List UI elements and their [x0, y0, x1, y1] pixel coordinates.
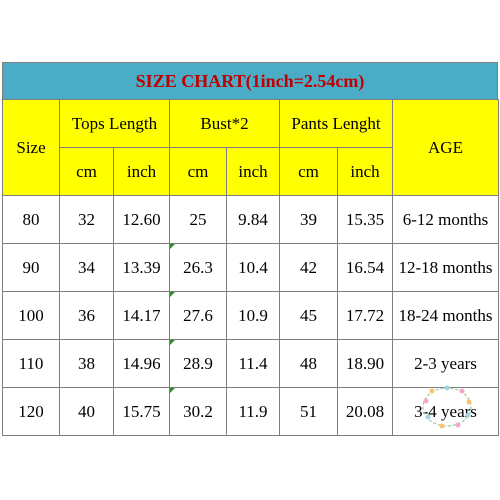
bust-header: Bust*2: [169, 99, 280, 148]
pants-inch-header: inch: [337, 147, 393, 196]
age-cell: 12-18 months: [392, 243, 499, 292]
bust-cm-cell: 30.2: [169, 387, 227, 436]
age-cell: 3-4 years: [392, 387, 499, 436]
table-row: 80 32 12.60 25 9.84 39 15.35 6-12 months: [2, 195, 499, 244]
bust-inch-cell: 11.9: [226, 387, 280, 436]
size-cell: 100: [2, 291, 60, 340]
pants-inch-cell: 15.35: [337, 195, 393, 244]
pants-cm-cell: 51: [279, 387, 338, 436]
pants-inch-cell: 20.08: [337, 387, 393, 436]
pants-inch-cell: 16.54: [337, 243, 393, 292]
tops-inch-header: inch: [113, 147, 170, 196]
bust-cm-cell: 25: [169, 195, 227, 244]
tops-inch-cell: 14.17: [113, 291, 170, 340]
pants-cm-header: cm: [279, 147, 338, 196]
bust-inch-cell: 11.4: [226, 339, 280, 388]
size-cell: 80: [2, 195, 60, 244]
age-header: AGE: [392, 99, 499, 196]
age-cell: 18-24 months: [392, 291, 499, 340]
size-table: Size Tops Length Bust*2 Pants Lenght AGE…: [2, 99, 499, 436]
tops-cm-cell: 32: [59, 195, 114, 244]
header-row-1: Size Tops Length Bust*2 Pants Lenght AGE: [2, 99, 499, 196]
pants-inch-cell: 18.90: [337, 339, 393, 388]
bust-inch-header: inch: [226, 147, 280, 196]
age-cell: 6-12 months: [392, 195, 499, 244]
pants-cm-cell: 48: [279, 339, 338, 388]
table-row: 100 36 14.17 27.6 10.9 45 17.72 18-24 mo…: [2, 291, 499, 340]
bust-cm-header: cm: [169, 147, 227, 196]
tops-cm-cell: 38: [59, 339, 114, 388]
table-row: 110 38 14.96 28.9 11.4 48 18.90 2-3 year…: [2, 339, 499, 388]
tops-length-header: Tops Length: [59, 99, 170, 148]
tops-inch-cell: 14.96: [113, 339, 170, 388]
size-chart: SIZE CHART(1inch=2.54cm) Size Tops Lengt…: [2, 62, 499, 436]
size-cell: 90: [2, 243, 60, 292]
tops-cm-cell: 36: [59, 291, 114, 340]
age-cell: 2-3 years: [392, 339, 499, 388]
size-cell: 110: [2, 339, 60, 388]
floral-wreath-watermark-icon: [422, 385, 472, 429]
table-row: 90 34 13.39 26.3 10.4 42 16.54 12-18 mon…: [2, 243, 499, 292]
tops-inch-cell: 12.60: [113, 195, 170, 244]
tops-cm-header: cm: [59, 147, 114, 196]
bust-inch-cell: 10.9: [226, 291, 280, 340]
pants-length-header: Pants Lenght: [279, 99, 393, 148]
tops-cm-cell: 40: [59, 387, 114, 436]
size-header: Size: [2, 99, 60, 196]
pants-cm-cell: 45: [279, 291, 338, 340]
size-cell: 120: [2, 387, 60, 436]
tops-inch-cell: 13.39: [113, 243, 170, 292]
tops-inch-cell: 15.75: [113, 387, 170, 436]
pants-inch-cell: 17.72: [337, 291, 393, 340]
chart-title-bar: SIZE CHART(1inch=2.54cm): [2, 62, 498, 99]
tops-cm-cell: 34: [59, 243, 114, 292]
pants-cm-cell: 42: [279, 243, 338, 292]
table-row: 120 40 15.75 30.2 11.9 51 20.08 3-4 year…: [2, 387, 499, 436]
pants-cm-cell: 39: [279, 195, 338, 244]
header-row-2: cm inch cm inch cm inch: [3, 147, 499, 196]
chart-title: SIZE CHART(1inch=2.54cm): [135, 70, 365, 91]
bust-inch-cell: 9.84: [226, 195, 280, 244]
bust-cm-cell: 27.6: [169, 291, 227, 340]
bust-cm-cell: 26.3: [169, 243, 227, 292]
bust-cm-cell: 28.9: [169, 339, 227, 388]
bust-inch-cell: 10.4: [226, 243, 280, 292]
